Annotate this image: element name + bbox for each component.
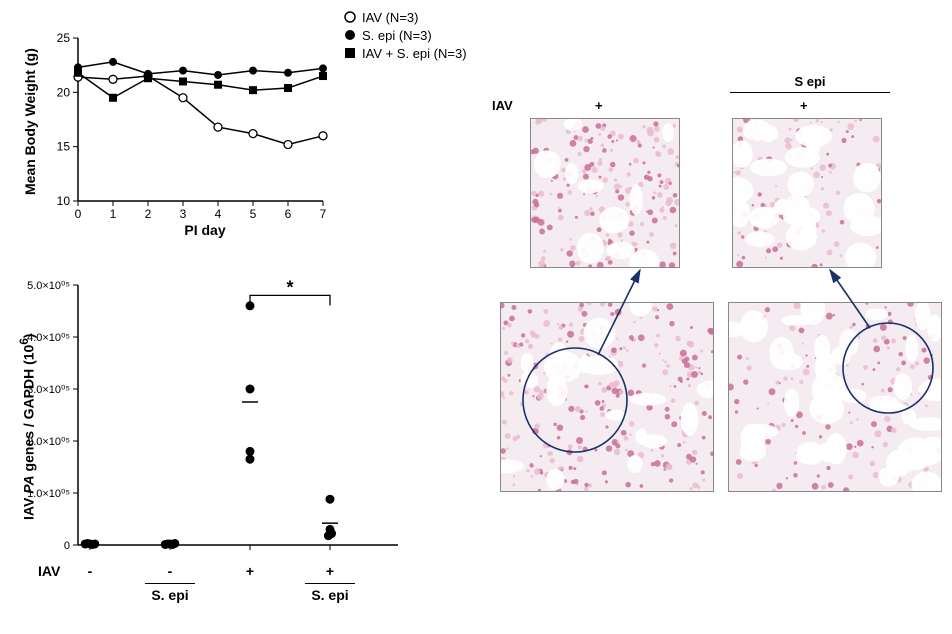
figure-panel: { "legend": { "items": [ { "marker": "op… [0,0,952,634]
svg-text:5.0×10⁰⁵: 5.0×10⁰⁵ [27,280,70,292]
sepi-group-label: S. epi [305,587,355,603]
iav-plusminus: - [82,563,98,579]
pa-genes-dot-plot: 01.0×10⁰⁵2.0×10⁰⁵3.0×10⁰⁵4.0×10⁰⁵5.0×10⁰… [0,0,430,634]
cat-row-label-iav: IAV [38,563,60,579]
iav-plusminus: - [162,563,178,579]
sepi-underline [305,583,355,584]
svg-text:0: 0 [64,540,70,552]
sepi-underline [145,583,195,584]
iav-plusminus: + [322,563,338,579]
svg-text:*: * [286,277,293,297]
histology-overlay-svg [500,70,940,500]
sepi-group-label: S. epi [145,587,195,603]
bottom-y-axis-label: IAV PA genes / GAPDH (106) [18,334,37,520]
histology-panel: IAV + + S epi [500,70,940,500]
iav-plusminus: + [242,563,258,579]
